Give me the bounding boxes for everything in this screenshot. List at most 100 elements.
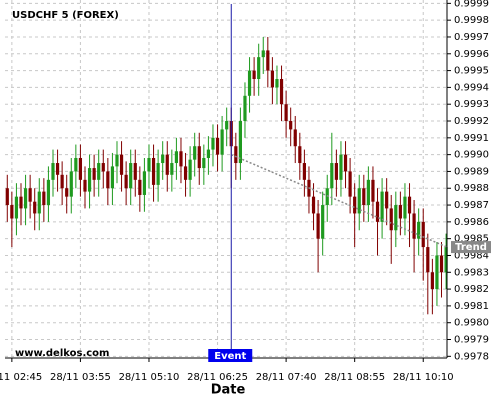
candle-body [179, 151, 183, 167]
candle-body [55, 163, 60, 175]
candle-body [238, 121, 242, 164]
candle-body [302, 163, 306, 180]
candle-body [193, 146, 197, 160]
candle-body [215, 137, 220, 155]
candle-body [5, 188, 9, 206]
candle-body [366, 179, 370, 206]
candle-body [284, 104, 288, 122]
trend-label: Trend [455, 242, 487, 253]
candle-body [174, 151, 179, 164]
candle-body [211, 137, 215, 150]
candle-body [270, 70, 274, 88]
y-tick-label: 0.9991 [454, 133, 489, 144]
candle-body [28, 188, 32, 202]
candle-body [92, 168, 96, 180]
y-tick-label: 0.9997 [454, 32, 489, 43]
candle-body [202, 157, 206, 169]
candle-body [46, 179, 51, 206]
y-tick-label: 0.9980 [454, 318, 489, 329]
candle-body [417, 221, 421, 239]
candle-body [161, 154, 165, 164]
candle-body [234, 146, 238, 164]
x-tick-label: 28/11 08:55 [324, 372, 385, 383]
y-tick-label: 0.9982 [454, 284, 489, 295]
candle-body [142, 171, 147, 195]
candle-body [266, 50, 270, 71]
candle-body [311, 196, 316, 214]
y-tick-label: 0.9990 [454, 150, 489, 161]
y-tick-label: 0.9979 [454, 335, 489, 346]
candle-body [257, 57, 261, 79]
candle-body [188, 159, 192, 180]
candle-body [115, 154, 119, 167]
candle-body [407, 196, 412, 214]
candle-body [430, 272, 434, 290]
candle-body [435, 255, 439, 290]
x-tick-label: 28/11 02:45 [0, 372, 42, 383]
x-tick-label: 28/11 03:55 [50, 372, 111, 383]
candle-body [321, 205, 325, 239]
candle-body [380, 191, 384, 222]
candle-body [33, 201, 37, 214]
candle-body [398, 205, 402, 219]
event-label-box [208, 349, 253, 362]
x-tick-label: 28/11 07:40 [256, 372, 317, 383]
candle-body [119, 154, 124, 175]
candle-body [87, 168, 92, 192]
candle-body [330, 163, 334, 189]
candle-body [147, 157, 151, 172]
candle-body [343, 154, 348, 172]
candle-body [133, 163, 137, 180]
y-tick-label: 0.9987 [454, 200, 489, 211]
mark-layer [5, 36, 448, 315]
candle-body [394, 205, 398, 231]
y-tick-label: 0.9999 [454, 0, 489, 9]
candle-body [10, 205, 14, 219]
candle-body [51, 163, 55, 180]
candle-body [334, 163, 338, 180]
y-tick-label: 0.9981 [454, 301, 489, 312]
x-axis-title: Date [211, 383, 246, 398]
candle-body [289, 121, 293, 130]
candle-body [439, 255, 444, 273]
candle-body [110, 166, 115, 189]
y-tick-label: 0.9978 [454, 351, 489, 362]
candle-body [444, 247, 448, 273]
candle-body [389, 208, 393, 231]
candle-body [170, 163, 174, 175]
candle-body [165, 154, 169, 175]
y-tick-label: 0.9996 [454, 49, 489, 60]
y-tick-label: 0.9992 [454, 116, 489, 127]
candle-body [252, 70, 256, 79]
x-tick-label: 28/11 05:10 [119, 372, 180, 383]
candle-body [19, 196, 23, 209]
candle-body [124, 174, 128, 189]
candle-body [375, 201, 380, 222]
candle-body [298, 146, 302, 164]
candle-body [293, 129, 297, 147]
candle-body [197, 146, 201, 169]
watermark: www.delkos.com [15, 348, 109, 359]
candle-body [348, 171, 352, 197]
candle-body [37, 191, 41, 214]
candle-body [151, 157, 156, 185]
candle-body [421, 221, 425, 248]
y-tick-label: 0.9998 [454, 15, 489, 26]
chart-title: USDCHF 5 (FOREX) [12, 10, 119, 21]
candle-body [316, 213, 320, 239]
candle-body [339, 154, 343, 180]
candle-body [243, 95, 247, 122]
candle-body [183, 166, 188, 180]
candle-body [220, 129, 224, 155]
y-tick-label: 0.9985 [454, 234, 489, 245]
candle-body [403, 196, 407, 219]
candle-body [275, 78, 279, 88]
candle-body [225, 121, 229, 130]
candle-body [353, 196, 357, 214]
candle-body [14, 196, 19, 219]
candle-body [279, 78, 284, 105]
candle-body [69, 171, 73, 197]
trend-label-box [451, 241, 491, 254]
candle-body [65, 188, 69, 197]
trend-line [230, 153, 448, 248]
